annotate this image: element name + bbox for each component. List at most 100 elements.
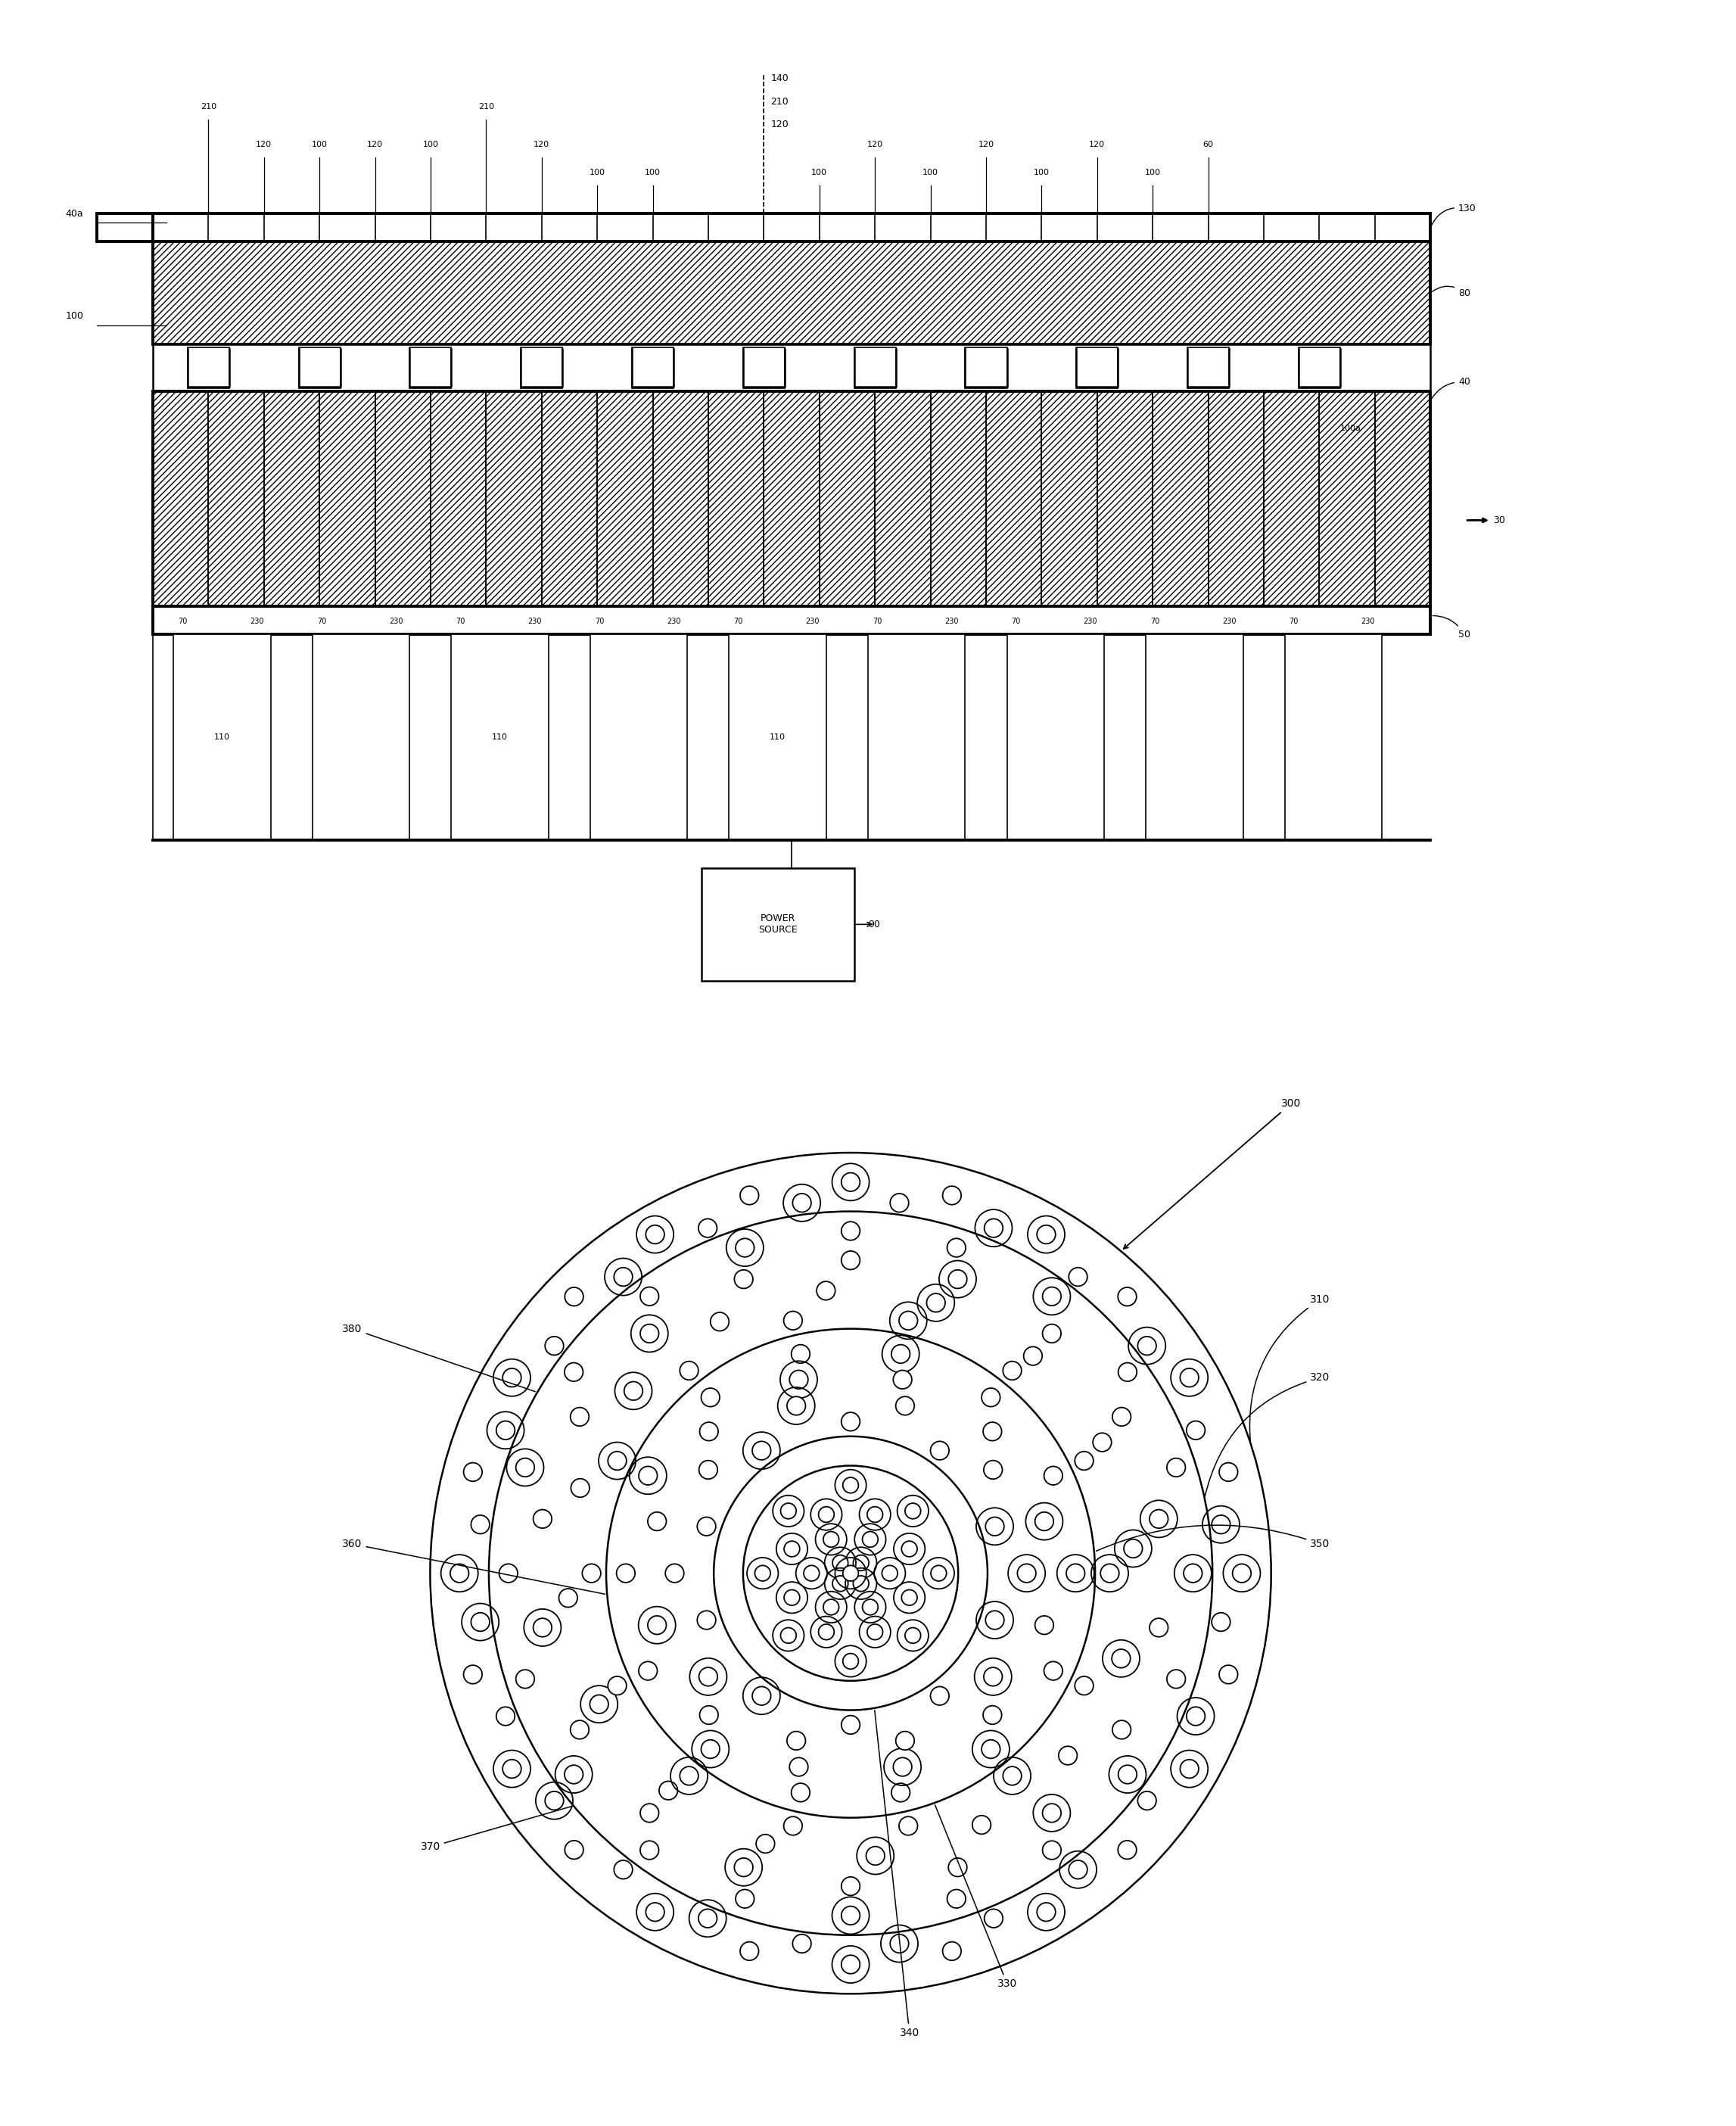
Circle shape <box>639 1467 658 1484</box>
Circle shape <box>781 1503 797 1518</box>
Circle shape <box>790 1371 807 1388</box>
Circle shape <box>894 1371 911 1388</box>
Text: 230: 230 <box>944 617 958 625</box>
Circle shape <box>786 1731 806 1750</box>
Circle shape <box>930 1441 950 1461</box>
Bar <box>451 634 549 840</box>
Circle shape <box>700 1667 717 1686</box>
Circle shape <box>823 1599 838 1616</box>
Circle shape <box>785 1590 800 1605</box>
Circle shape <box>948 1269 967 1288</box>
Circle shape <box>641 1286 658 1305</box>
Circle shape <box>1059 1745 1076 1765</box>
Circle shape <box>896 1731 915 1750</box>
Circle shape <box>1118 1841 1137 1858</box>
Circle shape <box>1066 1565 1085 1582</box>
Text: 100: 100 <box>922 168 939 176</box>
Circle shape <box>842 1907 859 1924</box>
Circle shape <box>736 1890 753 1907</box>
Circle shape <box>1167 1458 1186 1478</box>
Circle shape <box>641 1803 658 1822</box>
Text: 120: 120 <box>1088 140 1106 149</box>
Circle shape <box>698 1518 715 1535</box>
Circle shape <box>503 1369 521 1386</box>
Circle shape <box>616 1565 635 1582</box>
Bar <box>1007 634 1104 840</box>
Circle shape <box>1180 1760 1198 1777</box>
Circle shape <box>615 1267 632 1286</box>
Circle shape <box>1212 1516 1231 1533</box>
Text: 70: 70 <box>318 617 326 625</box>
Bar <box>729 634 826 840</box>
Text: 110: 110 <box>491 733 509 742</box>
Bar <box>1076 347 1118 389</box>
Circle shape <box>842 1250 859 1269</box>
Text: 330: 330 <box>936 1805 1017 1990</box>
Circle shape <box>1149 1509 1168 1529</box>
Text: 230: 230 <box>1361 617 1375 625</box>
Circle shape <box>986 1612 1003 1629</box>
Bar <box>153 391 1430 606</box>
Circle shape <box>700 1705 719 1724</box>
Bar <box>743 347 785 389</box>
Circle shape <box>1233 1565 1252 1582</box>
Circle shape <box>899 1312 918 1331</box>
Circle shape <box>943 1941 962 1960</box>
Text: 310: 310 <box>1250 1295 1330 1441</box>
Circle shape <box>930 1565 946 1582</box>
Text: 70: 70 <box>1012 617 1021 625</box>
Text: 120: 120 <box>366 140 384 149</box>
Circle shape <box>793 1193 811 1212</box>
Circle shape <box>1186 1707 1205 1726</box>
Circle shape <box>1035 1512 1054 1531</box>
Circle shape <box>904 1629 920 1643</box>
Circle shape <box>464 1665 483 1684</box>
Circle shape <box>615 1860 632 1879</box>
Circle shape <box>648 1616 667 1635</box>
Circle shape <box>901 1541 917 1556</box>
Circle shape <box>863 1531 878 1548</box>
Text: 30: 30 <box>1467 514 1505 525</box>
Bar <box>187 347 229 389</box>
Circle shape <box>842 1478 859 1492</box>
Circle shape <box>1137 1792 1156 1809</box>
Circle shape <box>608 1677 627 1694</box>
Text: 300: 300 <box>1123 1099 1300 1248</box>
Circle shape <box>823 1531 838 1548</box>
Circle shape <box>833 1575 849 1592</box>
Circle shape <box>752 1686 771 1705</box>
Text: 70: 70 <box>595 617 604 625</box>
Text: 100: 100 <box>589 168 606 176</box>
Text: 40: 40 <box>1432 376 1470 400</box>
Circle shape <box>983 1705 1002 1724</box>
Circle shape <box>1123 1539 1142 1558</box>
Text: 130: 130 <box>1432 204 1476 225</box>
Circle shape <box>740 1186 759 1205</box>
Circle shape <box>1017 1565 1036 1582</box>
Circle shape <box>783 1312 802 1331</box>
Bar <box>153 213 1430 242</box>
Circle shape <box>1113 1720 1130 1739</box>
Circle shape <box>866 1847 885 1865</box>
Circle shape <box>1118 1363 1137 1382</box>
Circle shape <box>1036 1225 1055 1244</box>
Circle shape <box>1069 1267 1087 1286</box>
Circle shape <box>1069 1860 1087 1879</box>
Circle shape <box>1036 1903 1055 1922</box>
Circle shape <box>431 1152 1271 1994</box>
Text: 120: 120 <box>866 140 884 149</box>
Text: 370: 370 <box>420 1807 571 1852</box>
Circle shape <box>1003 1767 1021 1786</box>
Circle shape <box>757 1835 774 1854</box>
Circle shape <box>734 1858 753 1877</box>
Bar <box>153 344 1430 391</box>
Circle shape <box>972 1816 991 1835</box>
Text: 50: 50 <box>1432 617 1470 640</box>
Circle shape <box>752 1441 771 1461</box>
Circle shape <box>981 1388 1000 1407</box>
Circle shape <box>698 1218 717 1237</box>
Circle shape <box>783 1816 802 1835</box>
Circle shape <box>863 1599 878 1616</box>
Circle shape <box>740 1941 759 1960</box>
Circle shape <box>986 1518 1003 1535</box>
